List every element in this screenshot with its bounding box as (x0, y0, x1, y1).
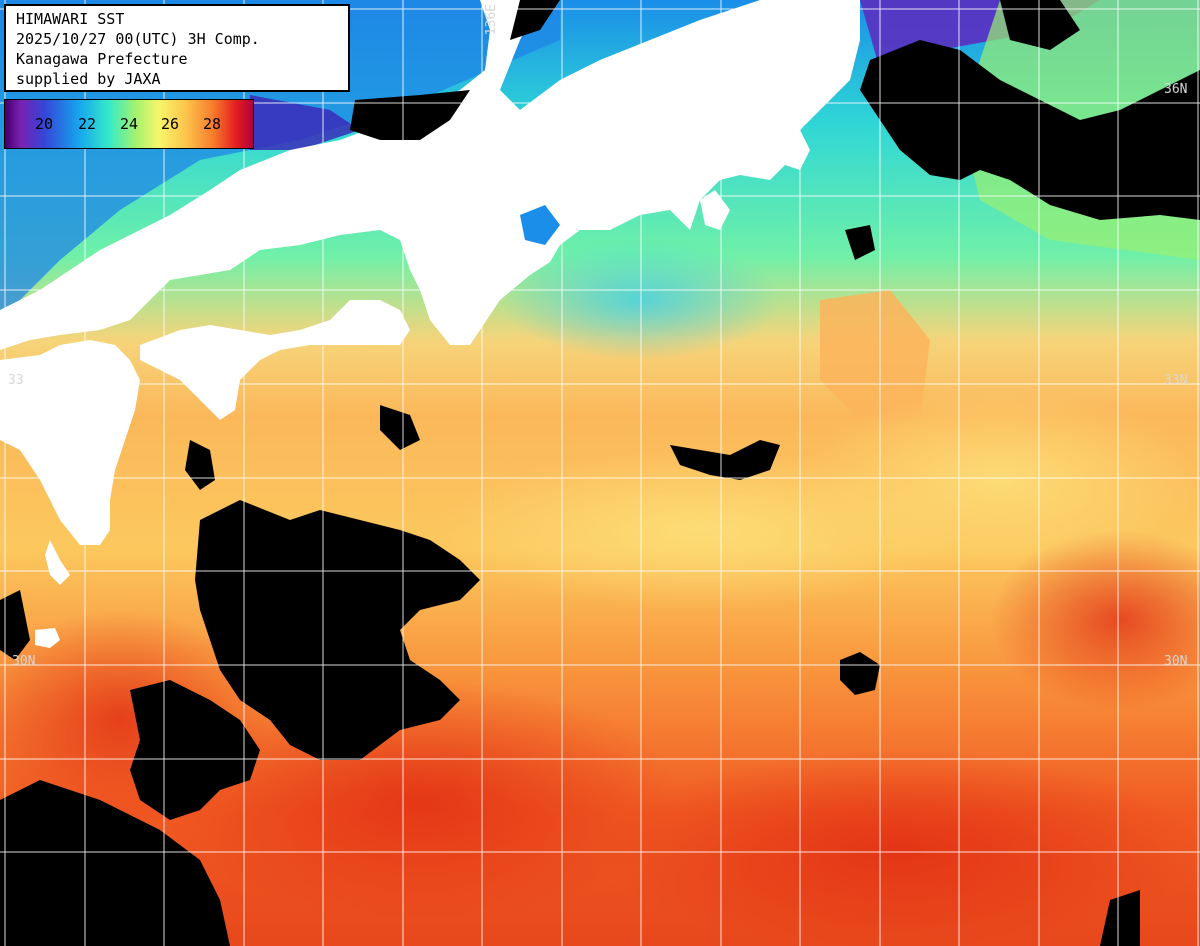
temperature-colorbar: 20 22 24 26 28 (4, 99, 254, 149)
land-honshu (0, 0, 860, 350)
colorbar-tick-24: 24 (120, 115, 139, 133)
land-boso (780, 130, 810, 170)
provider-prefecture: Kanagawa Prefecture (16, 50, 188, 68)
land-tanegashima (35, 628, 60, 648)
hot-spot-south-2 (600, 750, 1200, 946)
kuroshio-tongue (820, 290, 930, 420)
lat-label-36n: 36N (1164, 82, 1188, 97)
colorbar-tick-22: 22 (78, 115, 97, 133)
land-kii-bay (520, 205, 560, 245)
lat-label-30n-left: 30N (12, 654, 36, 669)
lat-label-30n-right: 30N (1164, 654, 1188, 669)
colorbar-tick-26: 26 (161, 115, 180, 133)
map-info-panel: HIMAWARI SST 2025/10/27 00(UTC) 3H Comp.… (4, 4, 350, 92)
data-supplier: supplied by JAXA (16, 70, 161, 88)
land-osumi (45, 540, 70, 585)
colorbar-tick-28: 28 (203, 115, 222, 133)
lat-label-33-left: 33 (8, 373, 24, 388)
colorbar-tick-20: 20 (35, 115, 54, 133)
land-izu (700, 190, 730, 230)
lat-label-33n-right: 33N (1164, 373, 1188, 388)
product-title: HIMAWARI SST (16, 10, 125, 28)
land-shikoku (140, 300, 410, 420)
warm-band-east (800, 390, 1200, 570)
purple-water-north (250, 95, 360, 150)
cool-bay (500, 240, 780, 360)
land-kyushu (0, 340, 140, 545)
observation-time: 2025/10/27 00(UTC) 3H Comp. (16, 30, 260, 48)
lon-label-136e: 136E (484, 4, 499, 36)
